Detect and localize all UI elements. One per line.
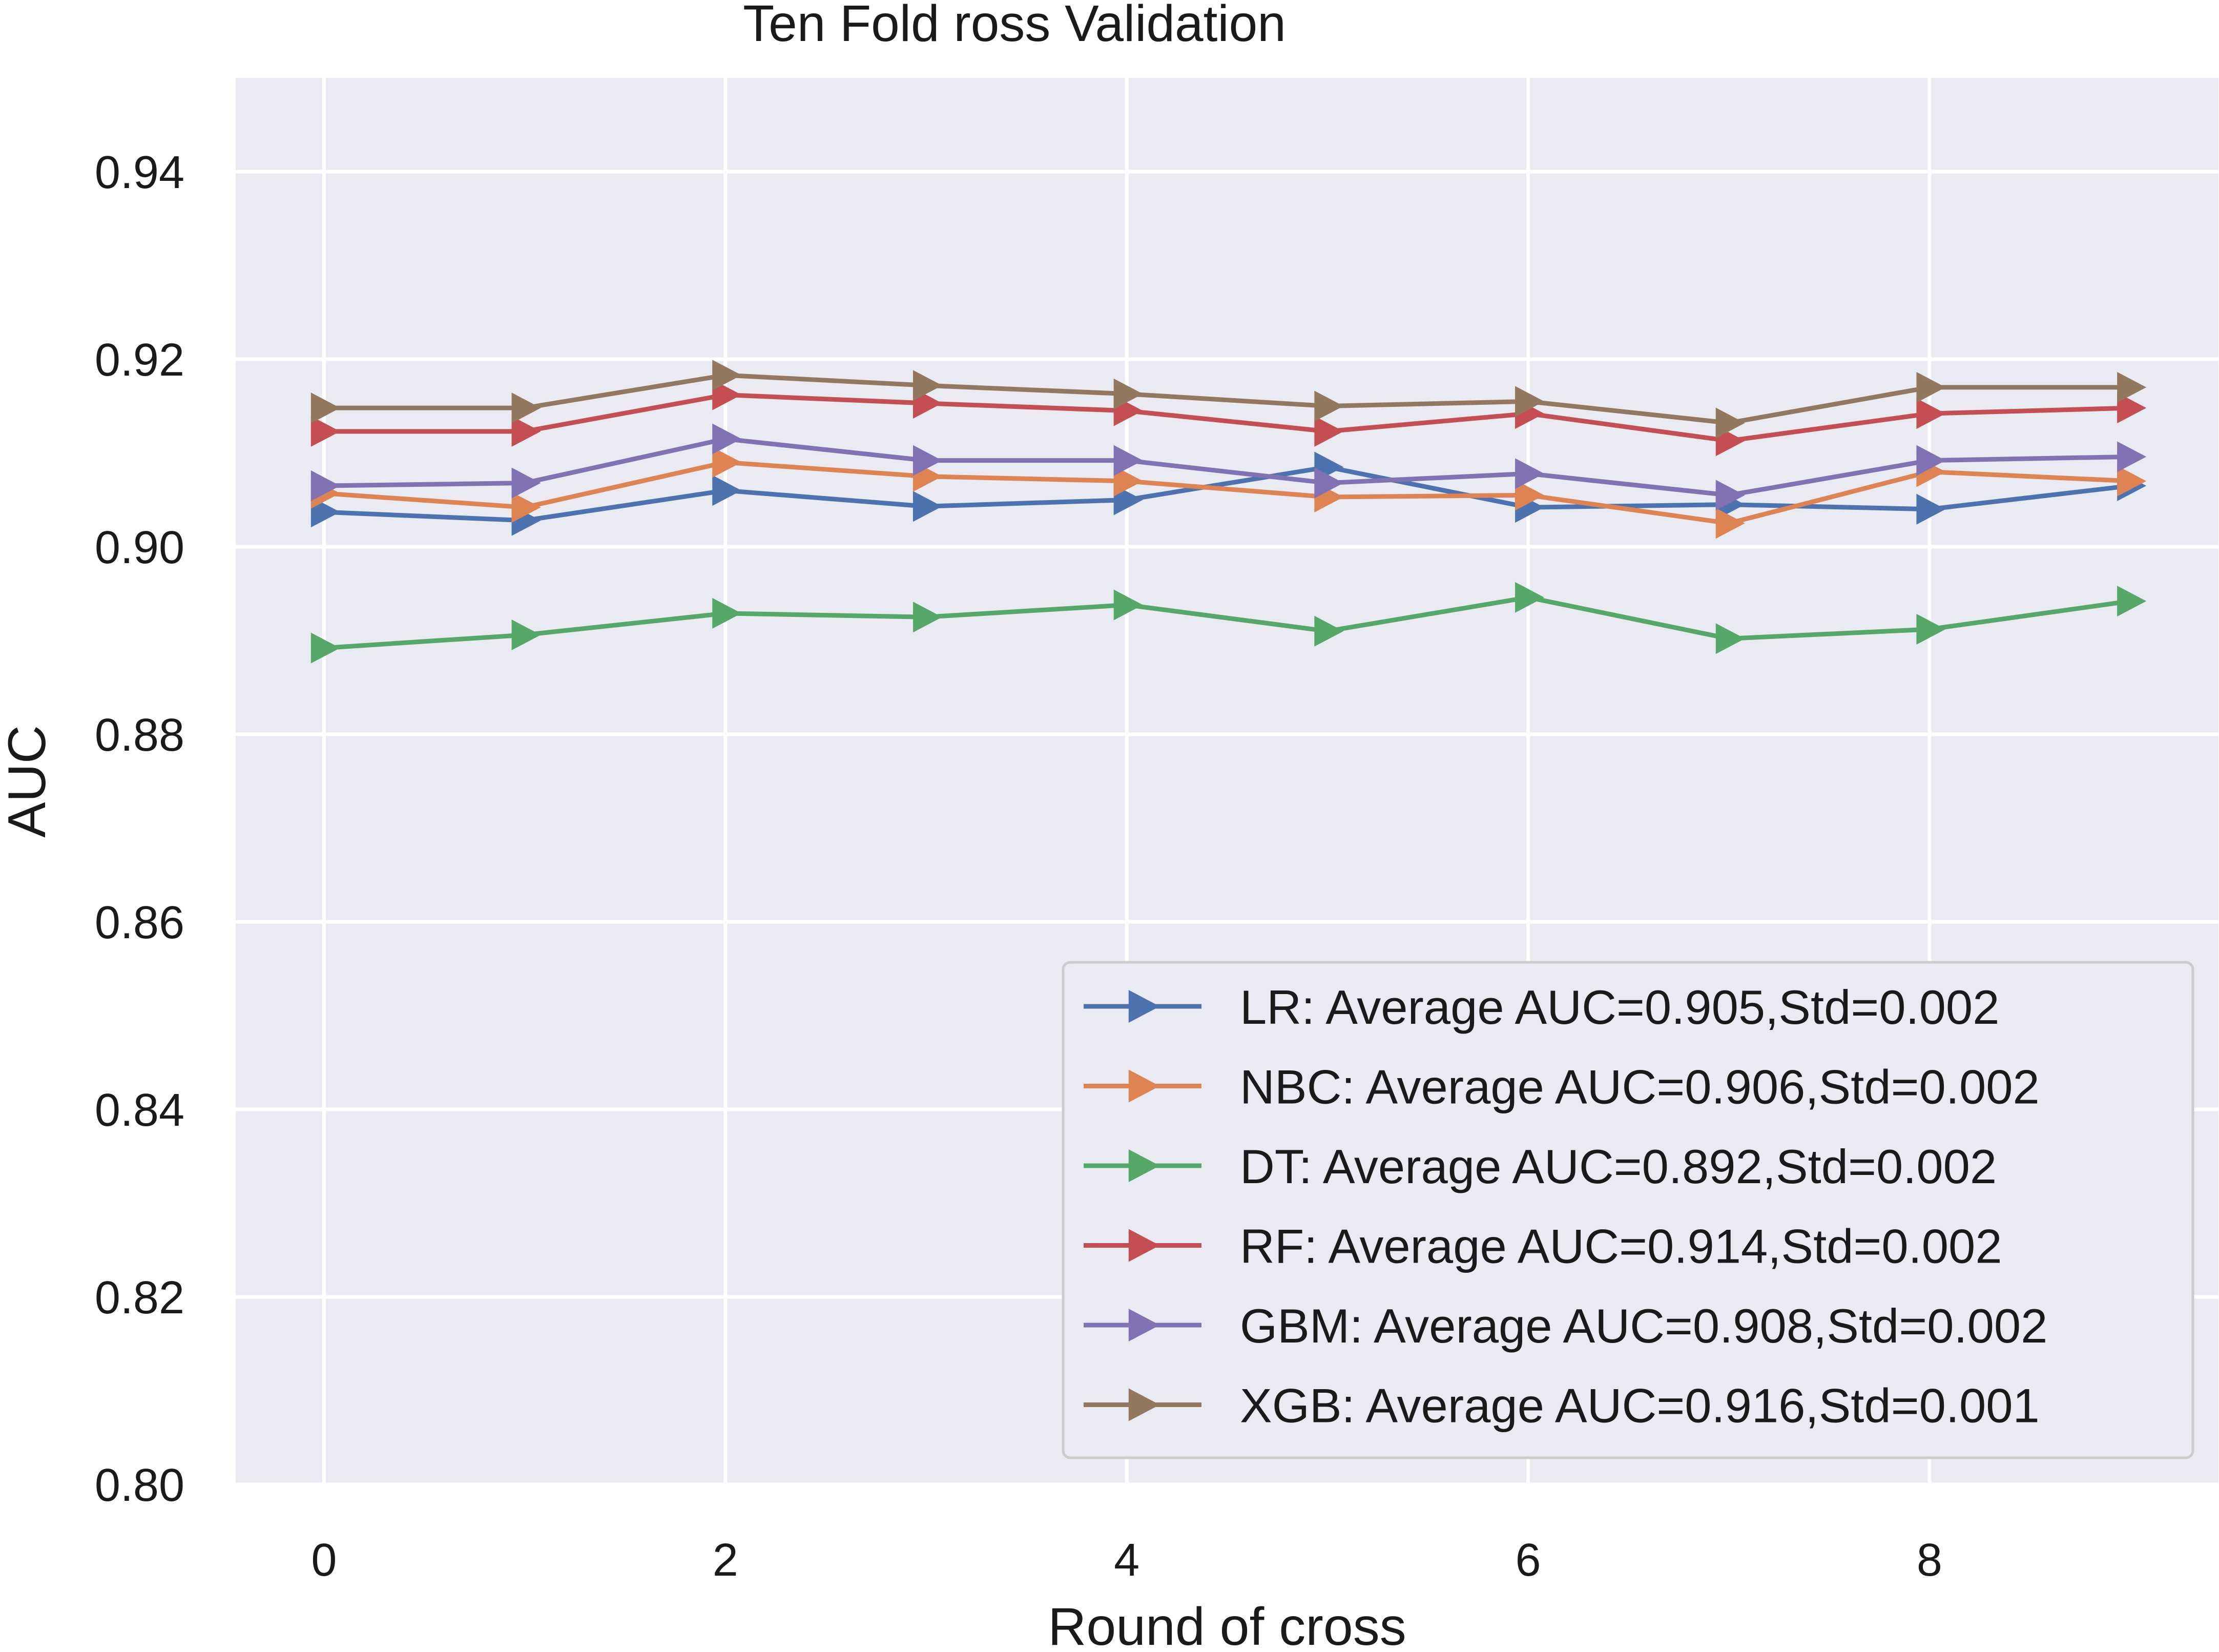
x-tick-label: 2: [713, 1535, 738, 1586]
y-axis-label: AUC: [0, 725, 57, 838]
legend-entry-label: NBC: Average AUC=0.906,Std=0.002: [1240, 1060, 2040, 1114]
data-point: [913, 602, 942, 633]
data-point: [1113, 589, 1143, 621]
x-tick-label: 4: [1114, 1535, 1139, 1586]
data-point: [1113, 445, 1143, 476]
data-point: [1916, 445, 1946, 476]
x-axis-label: Round of cross: [1048, 1597, 1406, 1652]
series-group: [310, 360, 2147, 439]
legend: LR: Average AUC=0.905,Std=0.002 NBC: Aver…: [1062, 961, 2194, 1459]
data-point: [1916, 398, 1946, 429]
data-point: [511, 393, 541, 424]
data-point: [1113, 465, 1143, 497]
series-line: [324, 373, 2130, 425]
chart-title: Ten Fold ross Validation: [743, 0, 1286, 52]
data-point: [712, 423, 742, 455]
data-point: [1515, 480, 1545, 511]
data-point: [1113, 378, 1143, 409]
data-point: [1515, 386, 1545, 417]
data-point: [1314, 390, 1344, 422]
data-point: [712, 475, 742, 506]
y-tick-label: 0.88: [95, 710, 184, 761]
gridlines: [236, 78, 2218, 1486]
data-point: [1715, 407, 1745, 439]
data-point: [712, 597, 742, 629]
data-point: [1314, 416, 1344, 447]
legend-entry-label: GBM: Average AUC=0.908,Std=0.002: [1240, 1299, 2047, 1353]
y-tick-label: 0.84: [95, 1085, 184, 1136]
series-line: [324, 437, 2130, 498]
data-point: [310, 416, 340, 447]
x-tick-label: 6: [1516, 1535, 1541, 1586]
data-point: [511, 467, 541, 499]
series-line: [324, 393, 2130, 443]
data-point: [1515, 458, 1545, 489]
series-layer: [310, 360, 2147, 664]
data-point: [1515, 582, 1545, 613]
data-point: [913, 445, 942, 476]
data-point: [310, 393, 340, 424]
data-point: [712, 360, 742, 391]
series-group: [310, 423, 2147, 511]
data-point: [1314, 467, 1344, 499]
legend-entry-label: RF: Average AUC=0.914,Std=0.002: [1240, 1220, 2002, 1273]
y-tick-label: 0.90: [95, 522, 184, 573]
legend-entry-label: LR: Average AUC=0.905,Std=0.002: [1240, 980, 1999, 1034]
data-point: [1916, 614, 1946, 645]
series-line: [324, 595, 2131, 651]
data-point: [511, 492, 541, 523]
legend-swatch-marker: [1128, 990, 1160, 1023]
legend-frame: [1062, 961, 2194, 1459]
series-line: [324, 464, 2131, 523]
data-point: [2117, 371, 2147, 403]
data-point: [712, 447, 742, 478]
data-point: [511, 416, 541, 447]
legend-swatch-marker: [1128, 1229, 1160, 1262]
data-point: [913, 491, 942, 522]
legend-swatch-marker: [1128, 1309, 1160, 1341]
y-tick-label: 0.82: [95, 1272, 184, 1324]
data-point: [1715, 508, 1745, 539]
data-point: [712, 379, 742, 410]
legend-swatch-marker: [1128, 1388, 1160, 1421]
data-point: [1715, 480, 1745, 511]
series-line: [324, 460, 2130, 526]
data-point: [2117, 586, 2147, 617]
data-point: [1916, 493, 1946, 525]
data-point: [2117, 441, 2147, 472]
data-point: [310, 632, 340, 664]
data-point: [1314, 615, 1344, 647]
series-group: [310, 582, 2147, 664]
legend-swatch-marker: [1128, 1069, 1160, 1103]
data-point: [1715, 623, 1745, 654]
legend-entry-label: XGB: Average AUC=0.916,Std=0.001: [1240, 1379, 2040, 1433]
data-point: [913, 370, 942, 401]
x-tick-label: 0: [311, 1535, 337, 1586]
legend-entry-label: DT: Average AUC=0.892,Std=0.002: [1240, 1140, 1997, 1193]
legend-swatch-marker: [1128, 1149, 1160, 1182]
data-point: [310, 470, 340, 502]
y-tick-label: 0.80: [95, 1460, 184, 1511]
y-tick-label: 0.86: [95, 897, 184, 948]
data-point: [2117, 465, 2147, 497]
y-tick-label: 0.92: [95, 335, 184, 386]
data-point: [511, 620, 541, 651]
data-point: [1916, 371, 1946, 403]
x-tick-label: 8: [1917, 1535, 1942, 1586]
y-tick-label: 0.94: [95, 147, 184, 198]
tick-labels: 0 2 4 6 8 0.80 0.82 0.84 0.86 0.88 0.90 0.92 0.94: [95, 147, 1942, 1586]
data-point: [2117, 393, 2147, 424]
